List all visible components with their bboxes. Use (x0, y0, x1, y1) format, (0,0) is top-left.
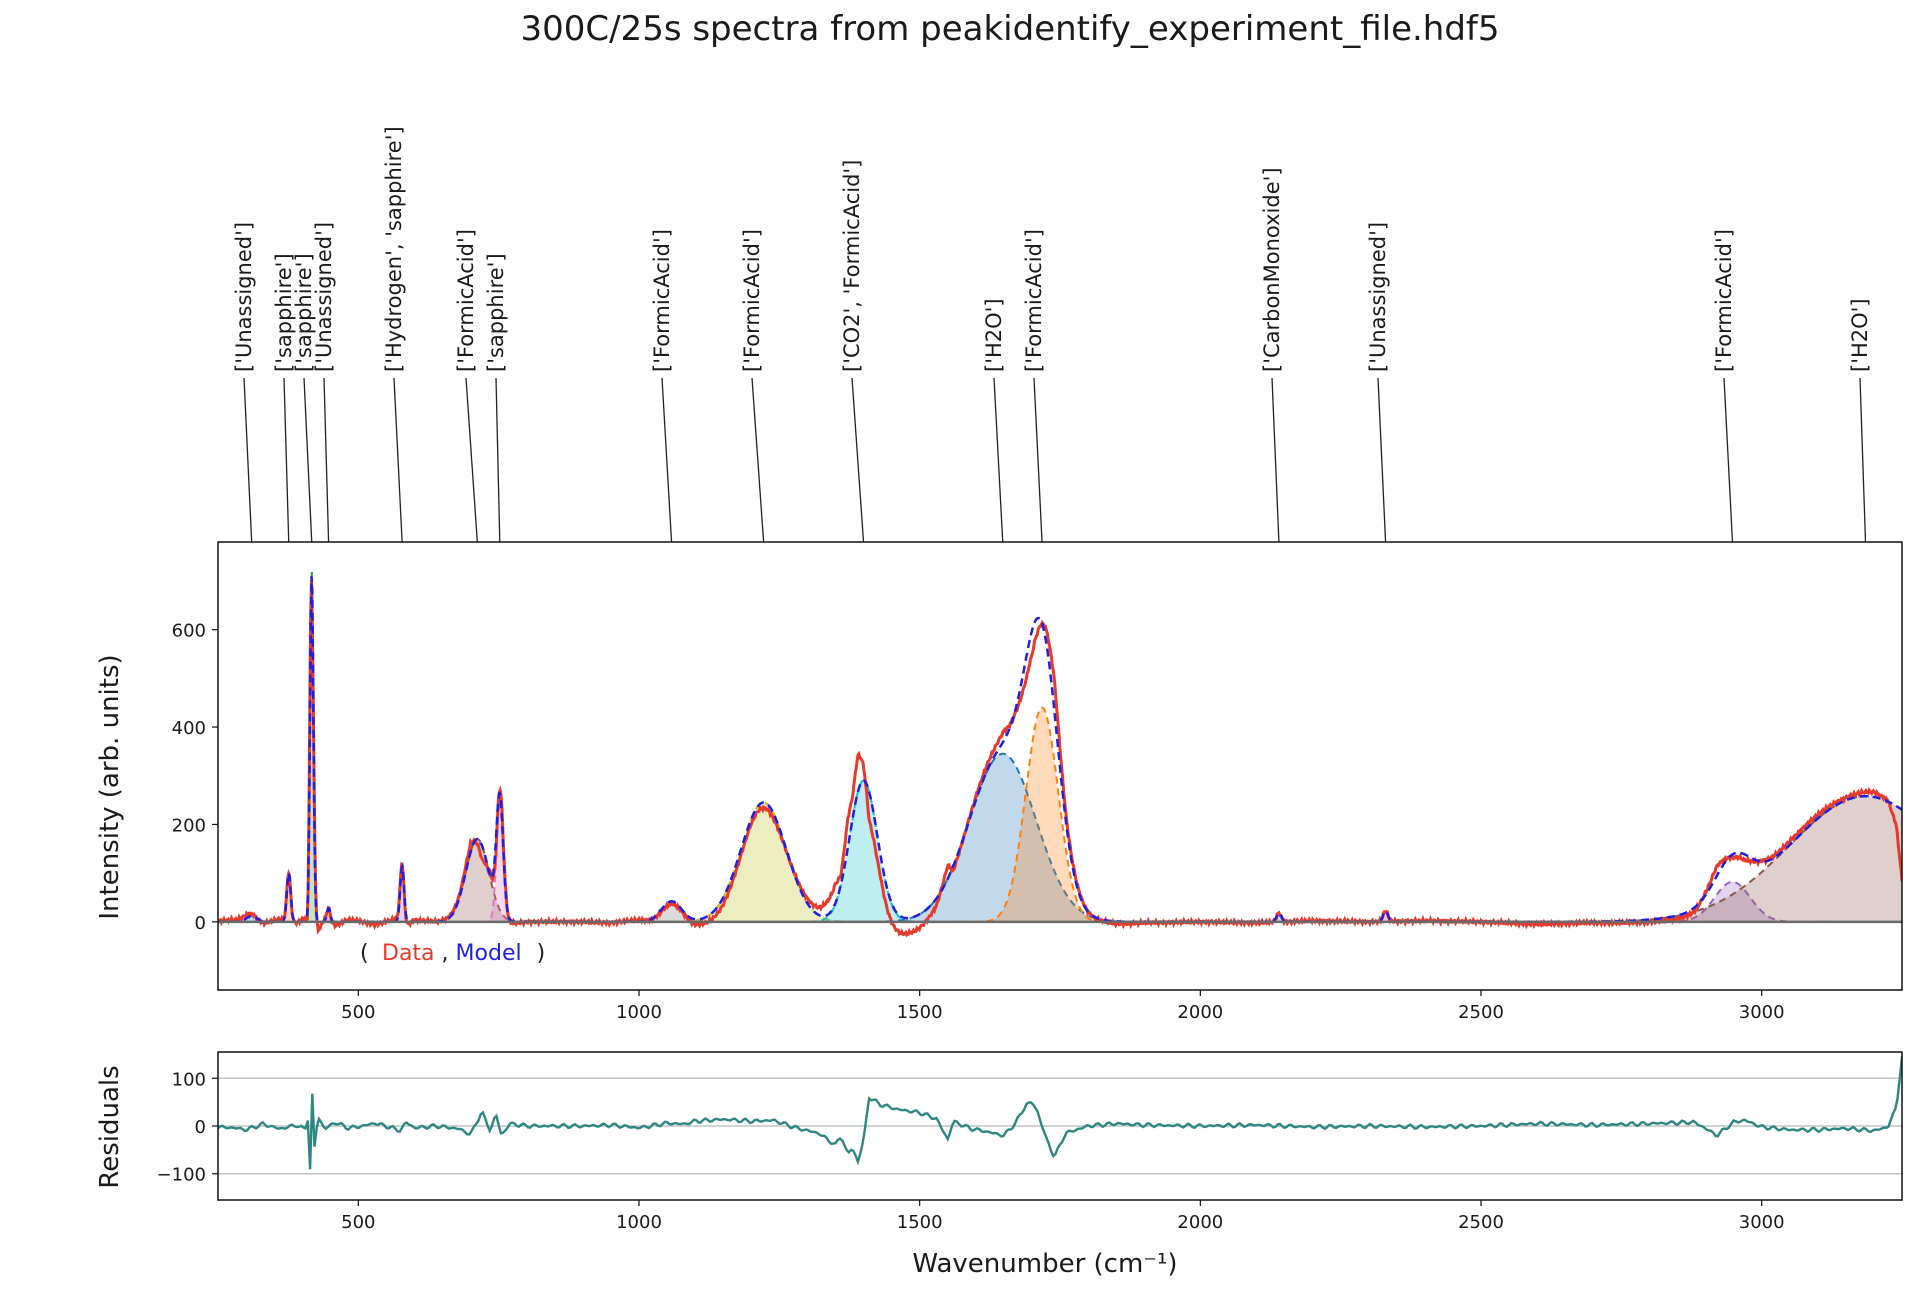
peak-connector (1723, 377, 1734, 543)
peak-connector (1033, 377, 1043, 543)
peak-label: ['Unassigned'] (1366, 222, 1390, 372)
component-fill (814, 753, 1192, 922)
x-tick-label: 3000 (1739, 1212, 1785, 1233)
component-fill (1631, 881, 1834, 922)
component-fill (1265, 913, 1293, 922)
peak-connector (303, 377, 313, 543)
component-fill (302, 572, 321, 922)
legend: ( Data , Model ) (360, 941, 545, 966)
x-tick-label: 2500 (1458, 1002, 1504, 1023)
x-tick-label: 1000 (616, 1212, 662, 1233)
peak-label: ['FormicAcid'] (1022, 229, 1046, 372)
x-tick-label: 3000 (1739, 1002, 1785, 1023)
x-tick-label: 2000 (1177, 1002, 1223, 1023)
residuals-series-line (218, 1055, 1902, 1170)
peak-connector (243, 377, 253, 543)
y-tick-label: 400 (172, 718, 206, 739)
peak-connector (465, 377, 478, 543)
peak-label: ['sapphire'] (292, 253, 316, 372)
peak-connector (751, 377, 765, 543)
peak-connector (323, 377, 330, 543)
component-fill (785, 780, 942, 922)
component-fill (950, 707, 1134, 922)
peak-label: ['sapphire'] (272, 253, 296, 372)
peak-label: ['FormicAcid'] (1712, 229, 1736, 372)
component-fill (412, 839, 542, 922)
legend-separator: , (442, 941, 449, 966)
peak-label: ['CarbonMonoxide'] (1260, 167, 1284, 372)
peak-label: ['H2O'] (982, 298, 1006, 372)
x-tick-label: 500 (341, 1212, 375, 1233)
peak-connector (1859, 377, 1867, 543)
peak-connector (851, 377, 865, 543)
component-fill (615, 901, 728, 922)
peak-connector (283, 377, 290, 543)
legend-open-paren: ( (360, 941, 369, 966)
component-fill (278, 873, 300, 922)
peak-label: ['Hydrogen', 'sapphire'] (382, 126, 406, 372)
peak-label: ['FormicAcid'] (740, 229, 764, 372)
component-fill (319, 908, 338, 922)
component-fill (1434, 796, 1902, 922)
peak-connector (393, 377, 403, 543)
x-axis-label: Wavenumber (cm⁻¹) (912, 1249, 1177, 1279)
y-tick-label: 100 (172, 1069, 206, 1090)
peak-connector (495, 377, 501, 543)
peak-connector (1271, 377, 1280, 543)
peak-label: ['CO2', 'FormicAcid'] (840, 160, 864, 372)
spectrum-plot-frame (217, 541, 1903, 991)
spectrum-plot: 0 200 400 600 500 1000 1500 2000 2500 3000 (172, 541, 1903, 1023)
y-tick-label: −100 (157, 1165, 206, 1186)
component-fill (480, 805, 519, 922)
x-tick-label: 1000 (616, 1002, 662, 1023)
peak-connector (993, 377, 1004, 543)
spectrum-curves (218, 571, 1902, 938)
peak-label: ['FormicAcid'] (454, 229, 478, 372)
peak-label: ['H2O'] (1848, 298, 1872, 372)
legend-model: Model (456, 941, 522, 966)
peak-connector (1377, 377, 1387, 543)
y-tick-label: 200 (172, 815, 206, 836)
chart-title: 300C/25s spectra from peakidentify_exper… (520, 9, 1499, 49)
spectrum-y-axis-label: Intensity (arb. units) (95, 654, 125, 919)
x-tick-label: 2500 (1458, 1212, 1504, 1233)
x-tick-label: 500 (341, 1002, 375, 1023)
component-fill (391, 865, 413, 922)
residuals-y-axis-label: Residuals (95, 1065, 125, 1188)
peak-label: ['sapphire'] (484, 253, 508, 372)
peak-label: ['Unassigned'] (232, 222, 256, 372)
component-fill (635, 802, 892, 922)
x-tick-label: 2000 (1177, 1212, 1223, 1233)
peak-connector (661, 377, 673, 543)
y-tick-label: 0 (195, 913, 206, 934)
peak-label: ['FormicAcid'] (650, 229, 674, 372)
x-tick-label: 1500 (897, 1212, 943, 1233)
component-fill (1372, 911, 1399, 922)
y-tick-label: 0 (195, 1117, 206, 1138)
component-fill (222, 916, 281, 922)
peak-label: ['Unassigned'] (312, 222, 336, 372)
y-tick-label: 600 (172, 621, 206, 642)
legend-data: Data (382, 941, 435, 966)
legend-close-paren: ) (537, 941, 546, 966)
residuals-curves (218, 1055, 1902, 1175)
x-tick-label: 1500 (897, 1002, 943, 1023)
